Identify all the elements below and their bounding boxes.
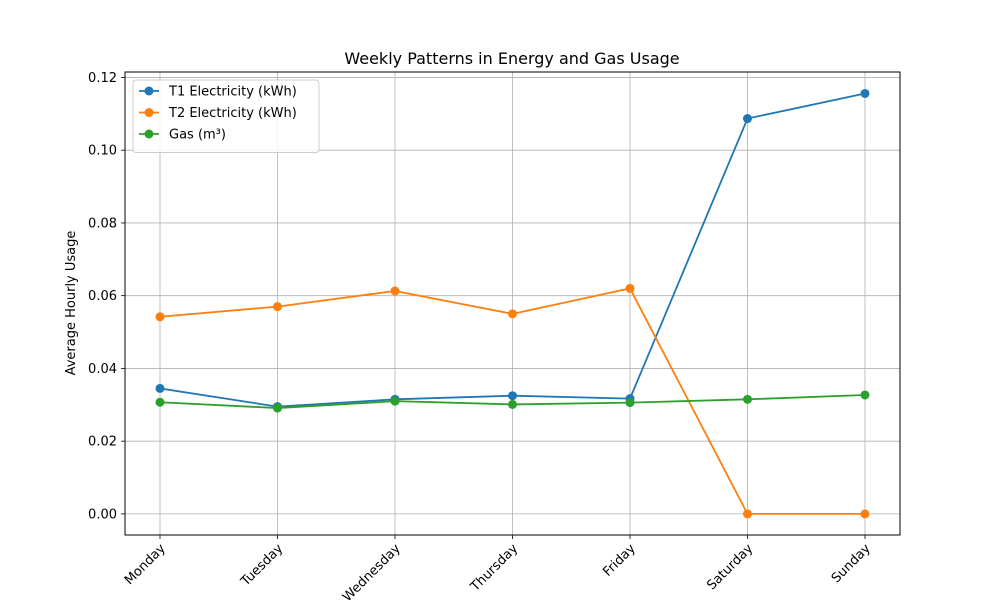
data-point (508, 391, 517, 401)
data-point (508, 309, 517, 319)
x-tick-label: Friday (600, 541, 639, 580)
legend: T1 Electricity (kWh) T2 Electricity (kWh)… (132, 79, 320, 153)
legend-marker (144, 86, 154, 96)
x-tick-label: Sunday (829, 541, 874, 586)
data-point (155, 397, 165, 407)
data-point (743, 394, 752, 404)
y-tick-label: 0.02 (88, 435, 117, 450)
x-tick-label: Monday (122, 541, 169, 588)
data-point (508, 399, 517, 409)
y-tick-label: 0.00 (88, 507, 117, 522)
data-point (860, 88, 870, 98)
x-tick-label: Tuesday (238, 541, 287, 590)
data-point (625, 398, 635, 408)
data-point (743, 114, 752, 124)
x-tick-label: Thursday (467, 541, 521, 595)
data-point (860, 390, 870, 400)
legend-marker (144, 129, 154, 139)
legend-item: Gas (m³) (139, 128, 226, 143)
data-point (390, 286, 400, 296)
data-point (625, 283, 635, 293)
y-tick-label: 0.10 (88, 144, 117, 159)
data-point (743, 509, 752, 519)
legend-label: T1 Electricity (kWh) (168, 85, 297, 100)
y-tick-label: 0.04 (88, 362, 117, 377)
legend-item: T2 Electricity (kWh) (139, 106, 297, 121)
series-layer (155, 88, 870, 519)
data-point (273, 302, 282, 312)
y-tick-label: 0.12 (88, 71, 117, 86)
series-2 (155, 283, 870, 519)
y-tick-label: 0.08 (88, 216, 117, 231)
legend-box (132, 79, 320, 153)
legend-item: T1 Electricity (kWh) (139, 85, 297, 100)
data-point (155, 383, 165, 393)
data-point (390, 396, 400, 406)
legend-label: Gas (m³) (169, 128, 226, 143)
legend-marker (144, 108, 154, 117)
y-tick-label: 0.06 (88, 289, 117, 304)
data-point (860, 509, 870, 519)
y-axis: 0.00 0.02 0.04 0.06 0.08 0.10 0.12 (88, 71, 125, 522)
data-point (273, 403, 282, 413)
y-axis-label: Average Hourly Usage (64, 231, 79, 376)
chart-title: Weekly Patterns in Energy and Gas Usage (344, 49, 679, 68)
x-axis: Monday Tuesday Wednesday Thursday Friday Satu… (122, 535, 874, 600)
legend-label: T2 Electricity (kWh) (168, 106, 297, 121)
x-tick-label: Saturday (704, 541, 756, 593)
data-point (155, 312, 165, 322)
x-tick-label: Wednesday (340, 541, 404, 600)
series-3 (155, 390, 870, 413)
